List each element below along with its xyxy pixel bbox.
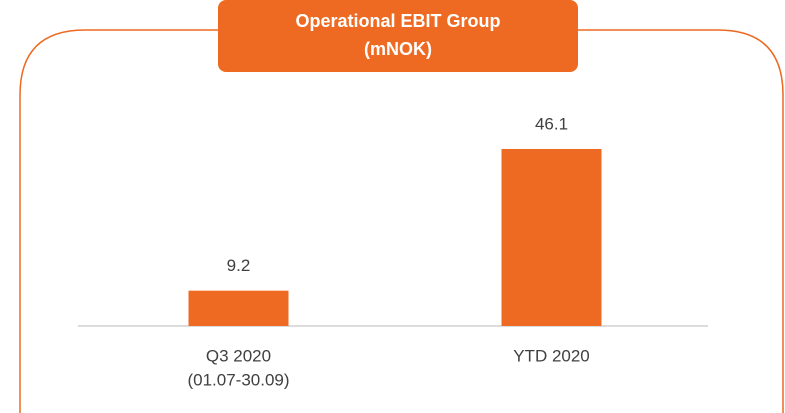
x-tick-label: YTD 2020 bbox=[513, 346, 590, 365]
chart-title: (mNOK) bbox=[364, 39, 432, 59]
bar bbox=[501, 148, 602, 326]
chart-title: Operational EBIT Group bbox=[295, 11, 500, 31]
data-label: 46.1 bbox=[535, 114, 568, 133]
x-tick-label: Q3 2020 bbox=[206, 346, 271, 365]
frame bbox=[19, 29, 784, 413]
x-tick-label: (01.07-30.09) bbox=[187, 370, 289, 389]
data-label: 9.2 bbox=[227, 256, 251, 275]
bar bbox=[188, 290, 289, 326]
title-box bbox=[218, 0, 578, 72]
